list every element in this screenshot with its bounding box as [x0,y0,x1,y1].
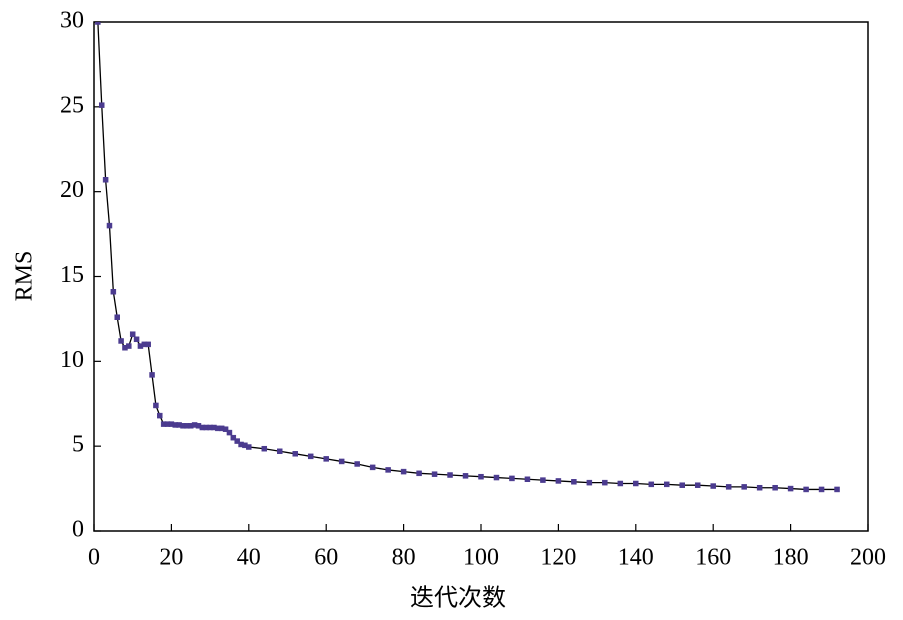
x-tick-label: 60 [314,545,338,571]
y-tick-label: 20 [60,177,84,203]
data-point [106,222,113,229]
data-point [230,434,237,441]
x-tick-label: 200 [850,545,886,571]
x-tick-label: 0 [88,545,100,571]
data-point [145,341,151,348]
data-point [98,102,105,108]
y-tick-label: 15 [60,262,84,288]
data-point [524,476,531,483]
data-point [586,479,593,486]
data-point [462,473,469,479]
x-tick-label: 160 [695,545,731,571]
data-point [246,444,252,450]
data-line [97,22,838,491]
y-tick-label: 25 [60,92,84,118]
data-point [149,372,155,378]
data-point [664,481,670,488]
data-point [478,473,484,480]
data-point [110,289,117,295]
data-point [307,453,314,460]
data-point [493,474,500,481]
data-point [95,22,101,25]
y-axis-label: RMS [12,251,38,302]
data-point [602,479,608,486]
x-axis-label: 迭代次数 [410,585,506,612]
data-point [431,471,438,477]
data-point [679,482,685,488]
data-point [741,484,747,490]
x-tick-label: 40 [237,545,261,571]
x-tick-label: 140 [618,545,654,571]
data-point [369,464,376,471]
data-point [710,483,716,489]
plot-frame [93,21,869,532]
data-point [772,484,778,491]
data-point [555,478,562,484]
data-point [126,343,132,349]
x-tick-label: 120 [540,545,576,571]
data-point [694,482,701,488]
data-point [834,486,840,493]
data-point [153,402,159,409]
x-tick-label: 180 [773,545,809,571]
x-tick-label: 20 [159,545,183,571]
x-tick-label: 100 [463,545,499,571]
data-point [385,467,391,473]
data-point [447,472,453,478]
plot-area [95,22,840,493]
y-tick-label: 10 [60,347,84,373]
data-point [818,486,825,493]
data-point [157,412,163,419]
data-point [234,438,240,444]
data-point [648,481,655,488]
y-tick-label: 30 [60,8,84,34]
data-point [277,448,283,455]
data-point [102,177,109,183]
data-point [633,480,639,487]
data-point [338,458,345,465]
data-point [261,445,268,452]
data-point [114,314,120,320]
data-point [129,331,136,337]
y-tick-label: 0 [72,517,84,543]
data-point [617,480,624,487]
data-point [509,475,515,482]
data-point [803,486,809,493]
data-point [222,426,229,432]
data-point [400,468,407,475]
data-point [416,470,422,477]
x-tick-label: 80 [392,545,416,571]
data-point [787,485,794,492]
data-point [133,336,140,343]
data-point [118,338,124,344]
y-tick-label: 5 [72,432,84,458]
data-point [725,484,732,490]
data-point [226,429,233,436]
data-point [292,451,298,457]
data-point [756,484,763,491]
data-point [540,477,546,483]
data-point [354,461,360,467]
data-point [323,456,329,462]
data-point [571,479,577,485]
